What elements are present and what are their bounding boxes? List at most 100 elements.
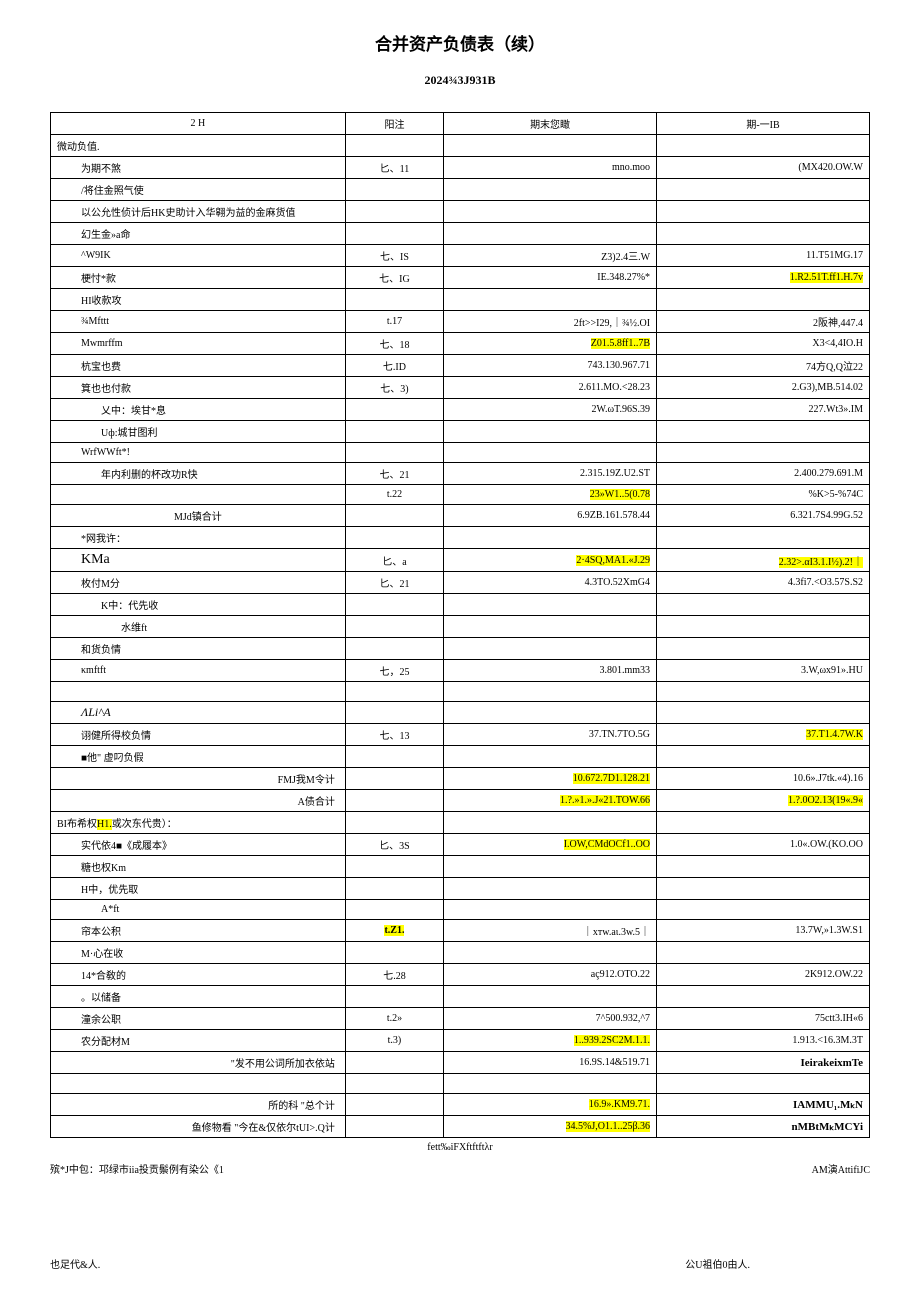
cell-note	[345, 942, 443, 964]
table-row: K中：代先收	[51, 594, 870, 616]
cell-note: 七.ID	[345, 355, 443, 377]
cell-begin	[657, 1074, 870, 1094]
table-row: 糖也权Km	[51, 856, 870, 878]
cell-note	[345, 790, 443, 812]
footer-center-text: fett‰iFXftftftλr	[50, 1142, 870, 1153]
cell-item: ¾Mfttt	[51, 311, 346, 333]
cell-begin: 2K912.OW.22	[657, 964, 870, 986]
cell-begin	[657, 289, 870, 311]
table-row: 梗忖*款七、IGIE.348.27%*1.R2.51T.ff1.H.7v	[51, 267, 870, 289]
cell-item: 实代依4■《成履本》	[51, 834, 346, 856]
table-row: 以公允性侦计后HK史助计入华翱为益的金麻货值	[51, 201, 870, 223]
cell-end: 16.9».KM9.71.	[444, 1094, 657, 1116]
cell-end: 34.5%J,O1.1..25β.36	[444, 1116, 657, 1138]
table-row: 幻生金»a命	[51, 223, 870, 245]
table-row: MJd镇合计6.9ZB.161.578.446.321.7S4.99G.52	[51, 505, 870, 527]
cell-end: 10.672.7D1.128.21	[444, 768, 657, 790]
cell-begin: (MX420.OW.W	[657, 157, 870, 179]
cell-end	[444, 900, 657, 920]
table-row: KMa匕、a2·4SQ,MA1.«J.292.32>.αI3.1.I½).2!｜	[51, 549, 870, 572]
cell-begin	[657, 179, 870, 201]
cell-item: 箕也也付款	[51, 377, 346, 399]
table-row: 鱼修物看 "今在&仅依尔tUI>.Q计34.5%J,O1.1..25β.36nM…	[51, 1116, 870, 1138]
cell-item: 枚付M分	[51, 572, 346, 594]
cell-begin: 37.T1.4.7W.K	[657, 724, 870, 746]
footer-bottom-left: 也足代&人.	[50, 1256, 100, 1271]
cell-begin	[657, 135, 870, 157]
cell-item: *网我许：	[51, 527, 346, 549]
cell-end	[444, 812, 657, 834]
table-row: t.2223»W1..5(0.78%K>5-%74C	[51, 485, 870, 505]
cell-note: 匕、3S	[345, 834, 443, 856]
cell-begin: 1.R2.51T.ff1.H.7v	[657, 267, 870, 289]
cell-item: 潼余公职	[51, 1008, 346, 1030]
cell-begin: 2.400.279.691.M	[657, 463, 870, 485]
cell-note: 七、18	[345, 333, 443, 355]
footer-right-text: AM演AttifiJC	[812, 1161, 870, 1176]
cell-end: 2·4SQ,MA1.«J.29	[444, 549, 657, 572]
cell-begin: 1.?.0O2.13(19«.9«	[657, 790, 870, 812]
cell-note	[345, 1052, 443, 1074]
cell-end: 37.TN.7TO.5G	[444, 724, 657, 746]
cell-item: Uф:城甘图利	[51, 421, 346, 443]
cell-end	[444, 746, 657, 768]
cell-note	[345, 1094, 443, 1116]
header-note: 阳注	[345, 113, 443, 135]
cell-begin	[657, 878, 870, 900]
cell-item: HI收款攻	[51, 289, 346, 311]
cell-end	[444, 942, 657, 964]
cell-begin	[657, 942, 870, 964]
cell-begin	[657, 746, 870, 768]
cell-item	[51, 1074, 346, 1094]
cell-item: 。以储备	[51, 986, 346, 1008]
cell-end: mno.moo	[444, 157, 657, 179]
cell-note	[345, 682, 443, 702]
cell-end	[444, 135, 657, 157]
cell-end: Z3)2.4三.W	[444, 245, 657, 267]
cell-end: 2W.ωT.96S.39	[444, 399, 657, 421]
cell-end	[444, 986, 657, 1008]
cell-begin	[657, 702, 870, 724]
cell-end	[444, 682, 657, 702]
cell-begin	[657, 443, 870, 463]
table-row: 帘本公积t.Z1.｜xтw.aι.3w.5｜13.7W,»1.3W.S1	[51, 920, 870, 942]
cell-note	[345, 616, 443, 638]
cell-item: A*ft	[51, 900, 346, 920]
cell-note	[345, 900, 443, 920]
table-row	[51, 1074, 870, 1094]
cell-note: 七，25	[345, 660, 443, 682]
cell-begin	[657, 201, 870, 223]
table-row: A*ft	[51, 900, 870, 920]
cell-item: WrfWWft*!	[51, 443, 346, 463]
cell-begin: 75ctt3.IH«6	[657, 1008, 870, 1030]
cell-note: 七.28	[345, 964, 443, 986]
table-row: 箕也也付款七、3)2.611.MO.<28.232.G3),MB.514.02	[51, 377, 870, 399]
cell-note	[345, 812, 443, 834]
table-row: Uф:城甘图利	[51, 421, 870, 443]
cell-item: A债合计	[51, 790, 346, 812]
table-row: 潼余公职t.2»7^500.932,^775ctt3.IH«6	[51, 1008, 870, 1030]
cell-item: 农分配材M	[51, 1030, 346, 1052]
cell-begin: X3<4,4IO.H	[657, 333, 870, 355]
cell-note	[345, 1074, 443, 1094]
cell-note: t.2»	[345, 1008, 443, 1030]
table-row: 所的科 "总个计16.9».KM9.71.IAMMU₁.MₖN	[51, 1094, 870, 1116]
cell-end	[444, 638, 657, 660]
cell-note: 七、IS	[345, 245, 443, 267]
table-header-row: 2 H 阳注 期末您瞰 期-一IB	[51, 113, 870, 135]
cell-item: 乂中：埃甘*息	[51, 399, 346, 421]
cell-item: K中：代先收	[51, 594, 346, 616]
table-row: 枚付M分匕、214.3TO.52XmG44.3fi7.<O3.57S.S2	[51, 572, 870, 594]
cell-begin	[657, 986, 870, 1008]
cell-begin: 2阪神,447.4	[657, 311, 870, 333]
cell-end	[444, 527, 657, 549]
table-row: 14*合敎的七.28aç912.OTO.222K912.OW.22	[51, 964, 870, 986]
cell-item: 鱼修物看 "今在&仅依尔tUI>.Q计	[51, 1116, 346, 1138]
cell-item: 糖也权Km	[51, 856, 346, 878]
cell-begin	[657, 223, 870, 245]
cell-note: 匕、21	[345, 572, 443, 594]
cell-item: 水维ft	[51, 616, 346, 638]
cell-end: 16.9S.14&519.71	[444, 1052, 657, 1074]
cell-note: 七、21	[345, 463, 443, 485]
cell-end: 4.3TO.52XmG4	[444, 572, 657, 594]
